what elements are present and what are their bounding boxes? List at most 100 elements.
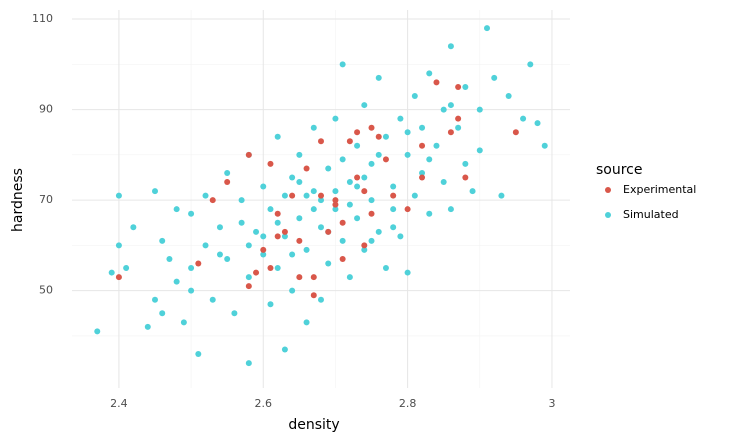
point (318, 224, 324, 231)
point (159, 310, 166, 317)
point (339, 255, 346, 262)
point (216, 251, 223, 258)
point (411, 93, 418, 100)
point (332, 206, 339, 213)
point (281, 228, 288, 235)
point (375, 133, 382, 140)
point (180, 319, 187, 326)
point (274, 219, 281, 226)
point (332, 188, 339, 195)
point (195, 260, 202, 267)
point (382, 156, 389, 163)
legend-label: Simulated (623, 208, 679, 221)
point (339, 61, 346, 68)
point (368, 124, 375, 131)
point (534, 120, 541, 127)
point (296, 151, 303, 158)
point (476, 106, 483, 113)
point (303, 165, 310, 172)
point (245, 242, 252, 249)
point (462, 83, 469, 90)
point (318, 138, 324, 145)
point (346, 201, 353, 208)
point (144, 323, 151, 330)
x-axis-title: density (288, 417, 339, 433)
point (375, 151, 382, 158)
y-tick-label: 110 (32, 12, 53, 25)
point (382, 265, 389, 272)
legend-label: Experimental (623, 183, 696, 196)
point (440, 179, 447, 186)
point (462, 160, 469, 167)
point (130, 224, 137, 231)
point (260, 233, 267, 240)
point (476, 147, 483, 154)
point (433, 142, 440, 149)
point (245, 151, 252, 158)
point (281, 192, 288, 199)
point (346, 274, 353, 281)
point (426, 70, 433, 77)
point (318, 192, 324, 199)
point (267, 206, 274, 213)
point (426, 156, 433, 163)
point (469, 188, 476, 195)
point (325, 165, 332, 172)
point (202, 192, 209, 199)
point (368, 197, 375, 204)
point (310, 292, 317, 299)
point (245, 283, 252, 290)
point (354, 215, 361, 222)
point (274, 133, 281, 140)
point (462, 174, 469, 181)
point (224, 169, 231, 176)
point (310, 124, 317, 131)
point (310, 274, 317, 281)
point (173, 278, 180, 285)
point (303, 192, 310, 199)
x-tick-label: 2.6 (255, 397, 273, 410)
point (505, 93, 512, 100)
point (339, 237, 346, 244)
point (108, 269, 115, 276)
point (216, 224, 223, 231)
point (419, 142, 426, 149)
point (173, 206, 180, 213)
point (253, 269, 260, 276)
point (426, 210, 433, 217)
point (303, 319, 310, 326)
point (238, 219, 245, 226)
point (267, 265, 274, 272)
point (152, 296, 158, 303)
point (245, 274, 252, 281)
point (296, 215, 303, 222)
point (188, 210, 195, 217)
point (339, 219, 346, 226)
point (354, 129, 361, 136)
point (274, 233, 281, 240)
point (520, 115, 527, 122)
point (346, 138, 353, 145)
point (368, 237, 375, 244)
y-tick-label: 70 (39, 193, 53, 206)
point (404, 129, 411, 136)
point (332, 115, 339, 122)
point (447, 129, 454, 136)
point (332, 201, 339, 208)
point (209, 296, 216, 303)
point (195, 351, 202, 358)
x-tick-label: 3 (548, 397, 555, 410)
point (447, 102, 454, 109)
point (318, 197, 324, 204)
y-tick-label: 90 (39, 103, 53, 116)
y-tick-label: 50 (39, 284, 53, 297)
legend-marker (605, 212, 611, 218)
point (354, 142, 361, 149)
point (382, 133, 389, 140)
point (447, 206, 454, 213)
point (289, 251, 296, 258)
point (289, 174, 296, 181)
point (397, 233, 404, 240)
point (188, 287, 195, 294)
